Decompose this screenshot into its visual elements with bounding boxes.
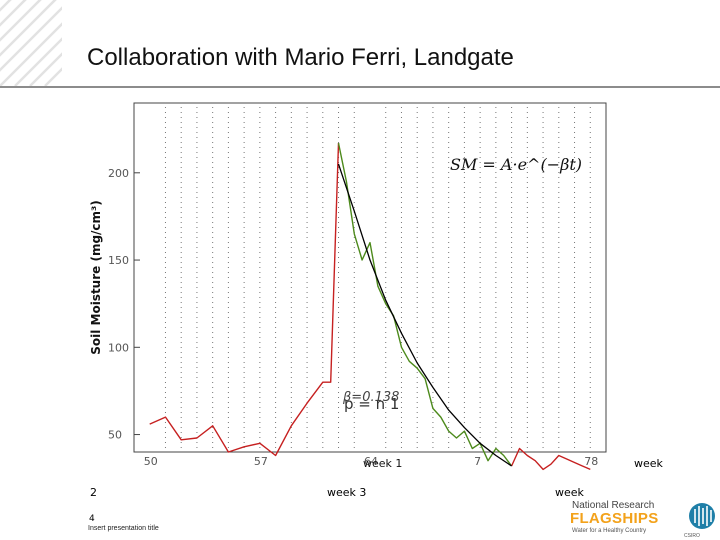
beta-annotation: β=0.138 <box>342 390 399 405</box>
x-tick-label: 7 <box>474 455 481 468</box>
slide-title: Collaboration with Mario Ferri, Landgate <box>87 44 514 71</box>
overlay-annotation: p = n 1 <box>344 395 399 413</box>
soil-moisture-chart: 200 150 100 50 50 57 64 7 78 Soil Moisture (mg/cm… <box>89 102 607 471</box>
week-label-bottom: week <box>555 486 584 499</box>
x-tick-label: 78 <box>584 455 598 468</box>
y-tick-label: 200 <box>108 167 129 180</box>
x-tick-label: 64 <box>364 455 378 468</box>
fitted-range-series-line <box>337 142 513 467</box>
week-label-right: week <box>634 457 663 470</box>
plot-area: 200 150 100 50 50 57 64 7 78 Soil Moisture (mg/cm… <box>89 102 607 471</box>
week-number-4: 4 <box>89 514 95 524</box>
csiro-logo-icon <box>689 503 715 529</box>
y-tick-label: 50 <box>108 429 122 442</box>
y-axis-label: Soil Moisture (mg/cm³) <box>89 200 103 355</box>
presentation-footer: Insert presentation title <box>88 525 159 532</box>
y-tick-label: 150 <box>108 254 129 267</box>
equation-label: SM = A·e^(−βt) <box>450 155 582 174</box>
week-1-label: week 1 <box>363 457 402 470</box>
measured-series-line <box>149 143 340 457</box>
logo-line-csiro: CSIRO <box>684 533 700 539</box>
plot-frame <box>133 102 607 453</box>
logo-line-tagline: Water for a Healthy Country <box>572 528 647 534</box>
x-tick-label: 50 <box>144 455 158 468</box>
logo-line-flagships: FLAGSHIPS <box>570 510 659 527</box>
exponential-model-line <box>337 163 512 467</box>
flagships-logo: National Research FLAGSHIPS Water for a … <box>566 498 718 540</box>
decorative-stripes <box>0 0 62 86</box>
week-number-2: 2 <box>90 486 97 499</box>
week-3-label: week 3 <box>327 486 367 499</box>
logo-line-national-research: National Research <box>572 500 655 511</box>
x-tick-label: 57 <box>254 455 268 468</box>
title-divider <box>0 86 615 88</box>
y-tick-label: 100 <box>108 341 129 354</box>
title-divider-right <box>615 86 720 88</box>
measured-tail-series-line <box>510 447 591 471</box>
